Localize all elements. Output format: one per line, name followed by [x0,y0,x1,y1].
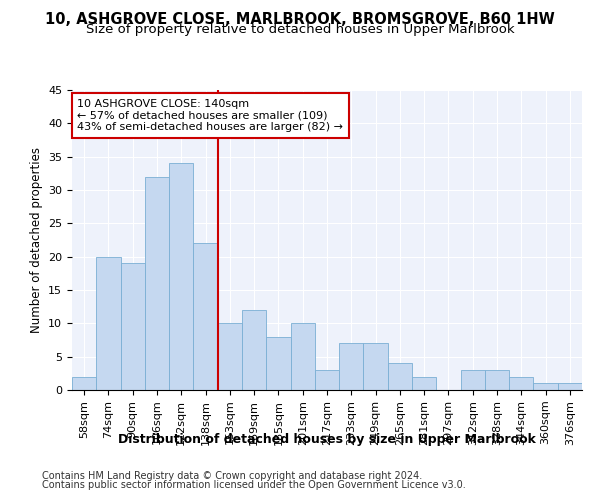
Bar [145,176,169,390]
Text: Distribution of detached houses by size in Upper Marlbrook: Distribution of detached houses by size … [118,432,536,446]
Bar [315,370,339,390]
Bar [266,336,290,390]
Bar [509,376,533,390]
Y-axis label: Number of detached properties: Number of detached properties [29,147,43,333]
Text: Size of property relative to detached houses in Upper Marlbrook: Size of property relative to detached ho… [86,24,514,36]
Bar [72,376,96,390]
Bar [339,344,364,390]
Bar [96,256,121,390]
Bar [121,264,145,390]
Bar [461,370,485,390]
Text: 10 ASHGROVE CLOSE: 140sqm
← 57% of detached houses are smaller (109)
43% of semi: 10 ASHGROVE CLOSE: 140sqm ← 57% of detac… [77,99,343,132]
Bar [485,370,509,390]
Text: 10, ASHGROVE CLOSE, MARLBROOK, BROMSGROVE, B60 1HW: 10, ASHGROVE CLOSE, MARLBROOK, BROMSGROV… [45,12,555,28]
Text: Contains public sector information licensed under the Open Government Licence v3: Contains public sector information licen… [42,480,466,490]
Bar [242,310,266,390]
Bar [364,344,388,390]
Bar [193,244,218,390]
Bar [533,384,558,390]
Text: Contains HM Land Registry data © Crown copyright and database right 2024.: Contains HM Land Registry data © Crown c… [42,471,422,481]
Bar [558,384,582,390]
Bar [388,364,412,390]
Bar [169,164,193,390]
Bar [218,324,242,390]
Bar [290,324,315,390]
Bar [412,376,436,390]
